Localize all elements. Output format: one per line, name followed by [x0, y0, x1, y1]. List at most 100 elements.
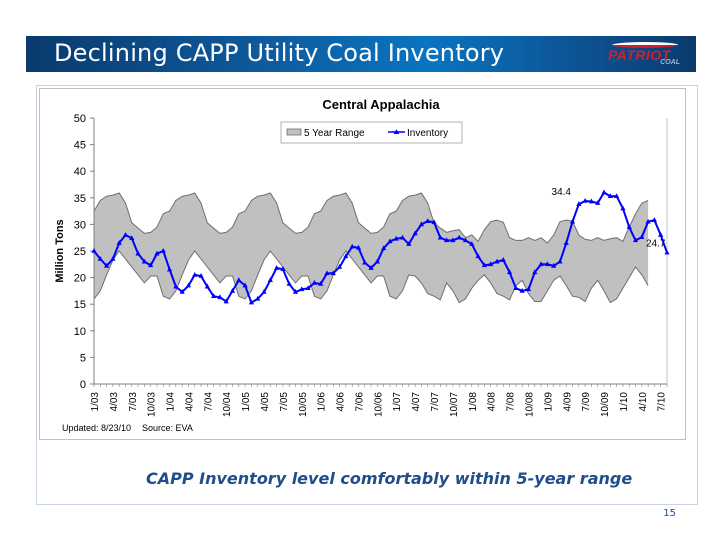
- inventory-marker: [192, 271, 198, 277]
- inventory-marker: [412, 230, 418, 236]
- x-tick-label: 1/07: [392, 392, 403, 412]
- title-banner: Declining CAPP Utility Coal Inventory PA…: [26, 36, 696, 72]
- inventory-marker: [500, 257, 506, 262]
- inventory-marker: [324, 270, 330, 276]
- data-label: 24.7: [646, 239, 666, 250]
- inventory-marker: [311, 279, 317, 285]
- inventory-marker: [185, 282, 192, 288]
- inventory-marker: [204, 283, 210, 289]
- inventory-marker: [179, 288, 185, 294]
- inventory-marker: [393, 235, 399, 241]
- inventory-marker: [601, 189, 607, 195]
- inventory-marker: [116, 240, 122, 245]
- x-tick-label: 1/03: [90, 392, 101, 412]
- inventory-marker: [437, 234, 443, 240]
- inventory-marker: [198, 273, 204, 278]
- x-tick-label: 10/09: [600, 392, 611, 417]
- x-tick-label: 1/08: [468, 392, 479, 412]
- inventory-marker: [374, 258, 380, 264]
- inventory-marker: [255, 295, 261, 301]
- inventory-marker: [299, 286, 305, 292]
- y-tick-label: 35: [74, 193, 86, 205]
- inventory-marker: [469, 241, 475, 246]
- inventory-marker: [475, 253, 481, 259]
- inventory-marker: [248, 299, 255, 305]
- y-tick-label: 25: [74, 246, 86, 258]
- inventory-marker: [236, 277, 242, 283]
- inventory-marker: [387, 238, 393, 244]
- axes-layer: 0 5 10 15 20 25 30 35 40 45 50 1/03 4/03 7/03 10/03 1/0…: [74, 113, 668, 417]
- inventory-marker: [330, 270, 336, 276]
- inventory-marker: [122, 232, 129, 237]
- inventory-marker: [148, 262, 154, 268]
- patriot-coal-logo: PATRIOT COAL: [606, 39, 686, 69]
- inventory-marker: [160, 248, 166, 253]
- range-lower-edge: [93, 250, 649, 304]
- y-tick-label: 15: [74, 299, 86, 311]
- y-tick-label: 40: [74, 166, 86, 178]
- inventory-marker: [444, 237, 450, 243]
- x-tick-label: 10/04: [222, 392, 233, 417]
- inventory-marker: [135, 250, 141, 256]
- inventory-marker: [406, 241, 412, 246]
- y-tick-label: 30: [74, 219, 86, 231]
- x-tick-label: 4/10: [638, 392, 649, 412]
- inventory-marker: [318, 280, 324, 286]
- inventory-marker: [97, 255, 103, 261]
- inventory-marker: [399, 234, 406, 240]
- inventory-marker: [626, 224, 632, 229]
- inventory-marker: [639, 234, 645, 239]
- inventory-marker: [481, 262, 487, 268]
- x-tick-label: 4/09: [562, 392, 573, 412]
- x-tick-label: 4/07: [411, 392, 422, 412]
- x-tick-label: 1/05: [241, 392, 252, 412]
- inventory-marker: [349, 243, 355, 249]
- inventory-marker: [456, 234, 462, 240]
- inventory-marker: [166, 266, 173, 272]
- inventory-marker: [607, 193, 613, 199]
- x-tick-label: 1/06: [317, 392, 328, 412]
- inventory-marker: [538, 261, 544, 267]
- inventory-marker: [217, 294, 223, 300]
- y-tick-label: 10: [74, 326, 86, 338]
- x-tick-label: 10/05: [298, 392, 309, 417]
- x-tick-label: 7/05: [279, 392, 290, 412]
- inventory-marker: [551, 262, 557, 268]
- inventory-marker: [582, 197, 588, 203]
- inventory-marker: [588, 198, 595, 204]
- x-tick-label: 4/03: [109, 392, 120, 412]
- inventory-marker: [103, 262, 110, 268]
- inventory-marker: [274, 265, 280, 270]
- inventory-marker: [211, 293, 217, 299]
- inventory-marker: [154, 250, 160, 256]
- legend: 5 Year Range Inventory: [280, 121, 463, 144]
- x-tick-label: 10/06: [373, 392, 384, 417]
- source-note: Source: EVA: [142, 423, 193, 433]
- inventory-marker: [110, 255, 116, 261]
- legend-label-range: 5 Year Range: [304, 128, 365, 139]
- data-label: 34.4: [552, 187, 572, 198]
- inventory-marker: [336, 263, 343, 269]
- inventory-marker: [141, 258, 147, 264]
- y-tick-label: 20: [74, 273, 86, 285]
- inventory-marker: [595, 200, 601, 205]
- y-tick-label: 50: [74, 113, 86, 125]
- x-tick-label: 7/09: [581, 392, 592, 412]
- inventory-marker: [620, 205, 626, 211]
- inventory-marker: [576, 201, 582, 206]
- inventory-marker: [544, 261, 550, 267]
- y-tick-label: 0: [80, 379, 86, 391]
- inventory-marker: [525, 286, 532, 292]
- inventory-marker: [91, 248, 97, 253]
- updated-note: Updated: 8/23/10: [62, 423, 132, 433]
- x-tick-label: 7/04: [203, 392, 214, 412]
- inventory-marker: [431, 219, 437, 225]
- x-tick-label: 4/04: [184, 392, 195, 412]
- legend-swatch-range: [286, 128, 302, 136]
- x-tick-label: 10/03: [147, 392, 158, 417]
- legend-box: [280, 121, 463, 144]
- chart-container: Central Appalachia 0 5 10 15 20 25 30 35 40 45 50 1…: [39, 88, 686, 440]
- inventory-marker: [506, 269, 513, 275]
- inventory-marker: [658, 232, 664, 237]
- inventory-marker: [425, 218, 431, 224]
